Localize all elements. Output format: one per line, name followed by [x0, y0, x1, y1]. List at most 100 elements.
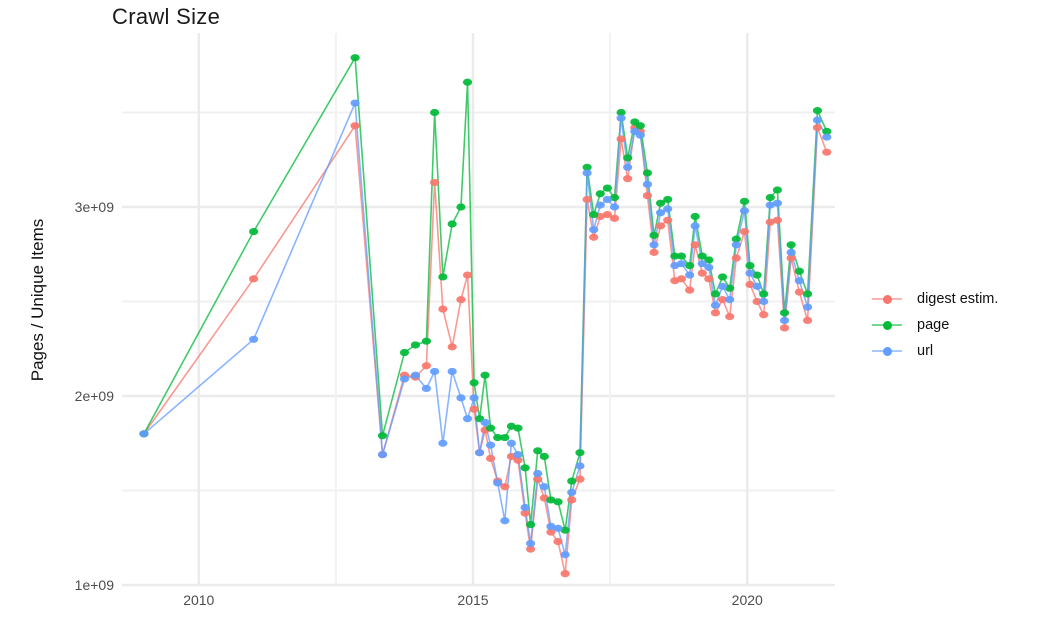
data-point-0-28	[575, 475, 585, 483]
data-point-2-38	[642, 180, 653, 188]
data-point-0-61	[802, 316, 813, 324]
data-point-2-33	[609, 203, 620, 211]
data-point-1-38	[642, 169, 653, 177]
data-point-2-27	[567, 488, 577, 496]
data-point-1-55	[759, 290, 769, 298]
data-point-0-6	[421, 362, 431, 370]
data-point-1-15	[485, 424, 496, 432]
data-point-0-24	[546, 528, 556, 536]
data-point-0-62	[812, 124, 823, 132]
data-point-1-9	[447, 220, 457, 228]
data-point-2-34	[616, 114, 626, 122]
data-point-0-22	[533, 475, 543, 483]
data-point-0-2	[350, 122, 360, 130]
data-point-1-10	[456, 203, 466, 211]
data-point-0-63	[822, 148, 832, 156]
data-point-1-46	[697, 252, 707, 260]
legend-item-page[interactable]: page	[872, 312, 1052, 338]
data-point-2-47	[704, 263, 714, 272]
data-point-1-23	[539, 452, 549, 461]
data-point-2-26	[560, 551, 570, 559]
data-point-0-29	[582, 195, 592, 204]
data-point-0-39	[649, 248, 659, 256]
data-point-0-49	[717, 296, 728, 304]
data-point-1-59	[786, 241, 796, 249]
data-point-2-24	[546, 522, 556, 531]
data-point-2-21	[526, 539, 536, 548]
data-point-1-29	[582, 163, 592, 171]
data-point-2-2	[350, 99, 360, 107]
data-point-0-8	[438, 305, 448, 313]
data-point-0-26	[560, 570, 570, 578]
data-point-2-32	[602, 195, 612, 204]
data-point-1-27	[567, 477, 577, 485]
data-point-1-3	[377, 432, 388, 440]
data-point-0-56	[765, 218, 775, 226]
data-point-1-47	[704, 256, 714, 264]
data-point-2-54	[752, 282, 762, 290]
data-point-1-30	[589, 210, 599, 219]
data-point-2-46	[697, 260, 707, 268]
data-point-2-56	[765, 201, 775, 209]
data-point-2-49	[717, 282, 728, 290]
data-point-0-38	[642, 192, 653, 200]
data-point-2-1	[249, 335, 259, 343]
data-point-2-8	[438, 439, 448, 447]
data-point-0-12	[469, 405, 479, 413]
data-point-0-15	[485, 454, 496, 462]
data-point-2-14	[480, 418, 490, 427]
data-point-1-50	[725, 284, 735, 292]
data-point-0-30	[589, 233, 599, 241]
data-point-2-48	[710, 301, 721, 309]
data-point-0-9	[447, 343, 457, 351]
series-line-2	[143, 102, 828, 556]
data-point-1-5	[410, 341, 421, 349]
data-point-2-59	[786, 248, 796, 256]
data-point-0-27	[567, 496, 577, 504]
data-point-0-54	[752, 297, 762, 306]
series-lines	[143, 56, 828, 575]
legend-dot-icon	[882, 346, 892, 356]
data-point-1-8	[438, 273, 448, 281]
data-point-2-53	[745, 269, 755, 277]
data-point-1-14	[480, 371, 490, 379]
data-point-0-1	[249, 275, 259, 283]
data-point-2-28	[575, 462, 585, 470]
data-point-2-45	[690, 222, 700, 230]
data-point-2-29	[582, 169, 592, 177]
data-point-2-52	[739, 207, 750, 215]
data-point-0-59	[786, 254, 796, 262]
data-point-1-63	[822, 127, 832, 135]
data-point-2-19	[513, 450, 523, 459]
data-point-2-44	[685, 271, 695, 279]
data-point-2-17	[500, 517, 510, 525]
data-point-2-41	[663, 205, 673, 213]
data-point-0-57	[772, 216, 783, 224]
data-point-1-33	[609, 193, 620, 202]
data-point-1-20	[520, 464, 530, 472]
data-point-0-44	[685, 286, 695, 294]
data-point-1-53	[745, 261, 755, 270]
data-point-0-7	[430, 178, 440, 187]
data-point-1-34	[616, 108, 626, 117]
data-point-2-25	[553, 524, 563, 532]
data-point-1-17	[500, 433, 510, 442]
data-point-1-60	[794, 267, 804, 275]
data-point-1-62	[812, 107, 823, 115]
data-point-2-3	[377, 450, 388, 459]
data-point-2-51	[731, 241, 741, 249]
data-point-0-60	[794, 288, 804, 296]
data-point-0-21	[526, 545, 536, 553]
legend-item-digest-estim-[interactable]: digest estim.	[872, 286, 1052, 312]
data-point-1-12	[469, 379, 479, 387]
data-point-2-0	[139, 430, 149, 438]
x-tick-label: 2015	[457, 592, 489, 608]
legend-dot-icon	[882, 294, 892, 304]
data-point-1-44	[685, 261, 695, 270]
legend-key-icon	[872, 338, 902, 364]
data-point-1-42	[670, 252, 680, 260]
data-point-1-39	[649, 231, 659, 239]
legend-item-url[interactable]: url	[872, 338, 1052, 364]
x-tick-label: 2020	[731, 592, 763, 608]
